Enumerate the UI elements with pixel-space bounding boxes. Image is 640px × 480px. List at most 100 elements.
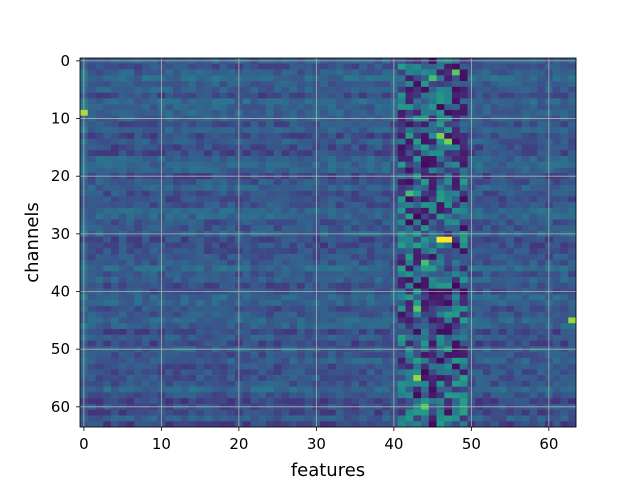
- heatmap-cell: [498, 305, 507, 312]
- heatmap-cell: [196, 363, 205, 370]
- heatmap-cell: [343, 271, 352, 278]
- heatmap-cell: [343, 352, 352, 359]
- heatmap-cell: [483, 98, 492, 105]
- heatmap-cell: [242, 375, 251, 382]
- heatmap-cell: [459, 190, 468, 197]
- heatmap-cell: [382, 179, 391, 186]
- heatmap-cell: [475, 248, 484, 255]
- heatmap-cell: [219, 207, 228, 214]
- heatmap-cell: [521, 132, 530, 140]
- heatmap-cell: [521, 415, 530, 422]
- heatmap-cell: [359, 282, 368, 289]
- heatmap-cell: [529, 363, 538, 370]
- heatmap-cell: [351, 323, 360, 330]
- heatmap-cell: [165, 138, 174, 145]
- heatmap-cell: [382, 121, 391, 128]
- heatmap-cell: [142, 340, 151, 347]
- heatmap-cell: [289, 104, 298, 111]
- heatmap-cell: [126, 392, 135, 399]
- heatmap-cell: [87, 277, 96, 284]
- heatmap-cell: [514, 380, 523, 387]
- heatmap-cell: [397, 334, 406, 341]
- heatmap-cell: [118, 254, 127, 261]
- heatmap-cell: [289, 340, 298, 347]
- heatmap-cell: [521, 121, 530, 128]
- heatmap-cell: [196, 369, 205, 376]
- heatmap-cell: [343, 311, 352, 318]
- heatmap-cell: [219, 271, 228, 278]
- heatmap-cell: [444, 369, 453, 376]
- heatmap-cell: [95, 196, 104, 203]
- heatmap-cell: [142, 98, 151, 105]
- heatmap-cell: [428, 271, 437, 278]
- heatmap-cell: [335, 167, 344, 174]
- heatmap-cell: [483, 357, 492, 364]
- heatmap-cell: [227, 398, 236, 405]
- heatmap-cell: [529, 98, 538, 105]
- heatmap-cell: [103, 132, 112, 140]
- heatmap-cell: [382, 392, 391, 399]
- heatmap-cell: [165, 98, 174, 105]
- heatmap-cell: [335, 265, 344, 272]
- heatmap-cell: [459, 265, 468, 272]
- heatmap-cell: [149, 81, 158, 88]
- heatmap-cell: [103, 369, 112, 376]
- heatmap-cell: [118, 63, 127, 70]
- heatmap-cell: [281, 357, 290, 364]
- heatmap-cell: [328, 138, 337, 145]
- heatmap-cell: [297, 127, 306, 134]
- heatmap-cell: [103, 254, 112, 261]
- heatmap-cell: [421, 167, 430, 174]
- heatmap-cell: [126, 282, 135, 289]
- heatmap-cell: [483, 282, 492, 289]
- heatmap-cell: [397, 132, 406, 140]
- heatmap-cell: [421, 75, 430, 82]
- heatmap-cell: [343, 386, 352, 393]
- heatmap-cell: [87, 352, 96, 359]
- heatmap-cell: [149, 92, 158, 99]
- heatmap-cell: [134, 398, 143, 405]
- heatmap-cell: [521, 375, 530, 382]
- heatmap-cell: [397, 300, 406, 307]
- heatmap-cell: [421, 207, 430, 214]
- heatmap-cell: [273, 104, 282, 111]
- heatmap-cell: [149, 225, 158, 232]
- heatmap-cell: [149, 409, 158, 416]
- heatmap-cell: [483, 386, 492, 393]
- heatmap-cell: [521, 190, 530, 197]
- heatmap-cell: [196, 63, 205, 70]
- heatmap-cell: [521, 369, 530, 376]
- heatmap-cell: [382, 386, 391, 393]
- heatmap-cell: [149, 352, 158, 359]
- heatmap-cell: [552, 259, 561, 266]
- heatmap-cell: [266, 207, 275, 214]
- heatmap-cell: [320, 190, 329, 197]
- heatmap-cell: [521, 386, 530, 393]
- heatmap-cell: [266, 317, 275, 324]
- heatmap-cell: [219, 69, 228, 76]
- heatmap-cell: [134, 92, 143, 99]
- heatmap-cell: [320, 121, 329, 128]
- heatmap-cell: [397, 98, 406, 105]
- heatmap-cell: [250, 150, 259, 157]
- heatmap-cell: [87, 144, 96, 151]
- heatmap-cell: [506, 156, 515, 163]
- heatmap-cell: [289, 334, 298, 341]
- heatmap-cell: [459, 375, 468, 382]
- heatmap-cell: [444, 121, 453, 128]
- heatmap-cell: [506, 277, 515, 284]
- heatmap-cell: [552, 328, 561, 336]
- heatmap-cell: [173, 409, 182, 416]
- heatmap-cell: [242, 161, 251, 168]
- heatmap-cell: [180, 392, 189, 399]
- heatmap-cell: [366, 277, 375, 284]
- heatmap-cell: [242, 409, 251, 416]
- heatmap-cell: [382, 161, 391, 168]
- heatmap-cell: [142, 305, 151, 312]
- heatmap-cell: [444, 127, 453, 134]
- heatmap-cell: [134, 81, 143, 88]
- heatmap-cell: [134, 300, 143, 307]
- heatmap-cell: [374, 259, 383, 266]
- heatmap-cell: [413, 132, 422, 140]
- heatmap-cell: [568, 409, 577, 416]
